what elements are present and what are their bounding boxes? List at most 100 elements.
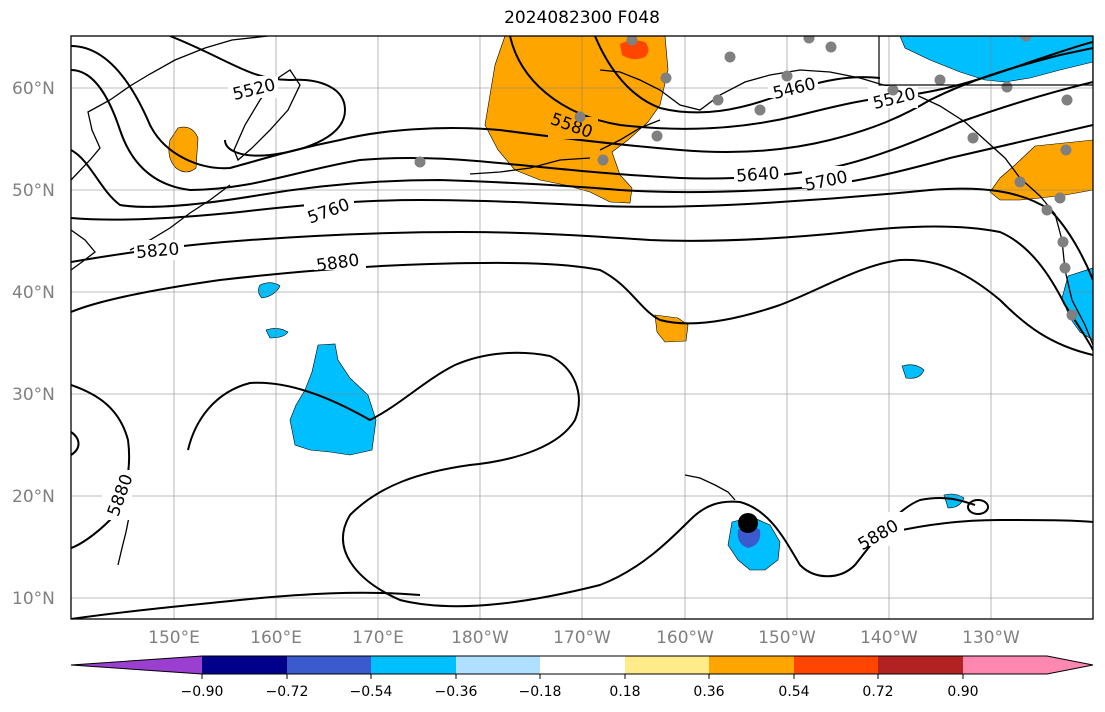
station-dot bbox=[754, 104, 766, 116]
station-dot bbox=[626, 36, 638, 46]
colorbar-tick-label: −0.72 bbox=[266, 684, 309, 700]
coast-marianas bbox=[117, 511, 131, 566]
colorbar-segment bbox=[287, 656, 371, 674]
contour-5520-west bbox=[169, 36, 347, 157]
lon-label-150w: 150°W bbox=[758, 628, 816, 648]
coast-asia bbox=[71, 36, 269, 181]
cyan-anomaly-small-3 bbox=[901, 364, 925, 379]
station-dot bbox=[825, 41, 837, 53]
lat-label-20: 20°N bbox=[12, 487, 55, 507]
contour-5700 bbox=[71, 124, 1093, 208]
contour-small-loop bbox=[967, 499, 989, 515]
colorbar-tick-label: −0.90 bbox=[181, 684, 224, 700]
station-dot bbox=[1059, 262, 1071, 274]
map-layers: 5520 5460 5520 5580 5640 5700 5760 5820 … bbox=[71, 36, 1093, 619]
contour-5760 bbox=[71, 187, 1093, 281]
station-dot bbox=[1001, 81, 1013, 93]
station-dot bbox=[1057, 236, 1069, 248]
station-dot bbox=[574, 111, 586, 123]
station-dot bbox=[414, 156, 426, 168]
contour-label-5820: 5820 bbox=[135, 239, 180, 263]
station-dot bbox=[1041, 204, 1053, 216]
inset-box bbox=[878, 36, 1093, 86]
contour-5580 bbox=[71, 45, 1093, 170]
coast-alaska-pen bbox=[599, 119, 661, 151]
station-dot bbox=[1020, 36, 1032, 42]
colorbar-tick-label: −0.36 bbox=[435, 684, 478, 700]
contour-5640 bbox=[71, 69, 1093, 192]
colorbar-tick-label: 0.72 bbox=[862, 684, 893, 700]
colorbar-right-extension bbox=[1047, 656, 1093, 674]
cyan-anomaly-small-2 bbox=[265, 328, 289, 339]
station-dot bbox=[724, 51, 736, 63]
station-dot bbox=[1061, 94, 1073, 106]
station-dot bbox=[934, 74, 946, 86]
colorbar: −0.90 −0.72 −0.54 −0.36 −0.18 0.18 0.36 … bbox=[70, 655, 1094, 700]
coast-bc bbox=[879, 83, 1093, 346]
contour-west-edge bbox=[71, 431, 80, 456]
lon-label-160e: 160°E bbox=[250, 628, 302, 648]
station-dot bbox=[651, 130, 663, 142]
colorbar-segment bbox=[794, 656, 878, 674]
contour-5520-east bbox=[509, 36, 1093, 130]
colorbar-segment bbox=[963, 656, 1047, 674]
lon-label-180w: 180°W bbox=[451, 628, 509, 648]
lon-label-130w: 130°W bbox=[962, 628, 1020, 648]
lat-label-30: 30°N bbox=[12, 385, 55, 405]
colorbar-segment bbox=[371, 656, 456, 674]
contour-5880-south bbox=[71, 591, 421, 619]
lat-label-10: 10°N bbox=[12, 589, 55, 609]
colorbar-ticks bbox=[201, 674, 964, 679]
contour-5820 bbox=[71, 225, 1093, 351]
map-border bbox=[70, 35, 1094, 620]
lat-label-60: 60°N bbox=[12, 79, 55, 99]
contour-5460 bbox=[594, 36, 881, 114]
lon-label-170w: 170°W bbox=[553, 628, 611, 648]
colorbar-segment bbox=[202, 656, 287, 674]
contour-label-5640: 5640 bbox=[736, 164, 781, 187]
storm-center-marker bbox=[738, 513, 758, 533]
coast-aleutians bbox=[469, 157, 591, 175]
station-dot bbox=[660, 72, 672, 84]
station-dot bbox=[803, 36, 815, 44]
station-dot bbox=[1054, 192, 1066, 204]
lat-label-40: 40°N bbox=[12, 283, 55, 303]
station-dot bbox=[1066, 309, 1078, 321]
cyan-anomaly-midpacific bbox=[289, 343, 377, 456]
lon-label-140w: 140°W bbox=[860, 628, 918, 648]
station-dot bbox=[597, 154, 609, 166]
lon-label-170e: 170°E bbox=[352, 628, 404, 648]
lon-label-150e: 150°E bbox=[148, 628, 200, 648]
map-title: 2024082300 F048 bbox=[504, 8, 660, 28]
colorbar-left-extension bbox=[71, 656, 202, 674]
coast-japan bbox=[71, 229, 96, 271]
colorbar-tick-label: 0.54 bbox=[778, 684, 809, 700]
colorbar-tick-label: 0.36 bbox=[693, 684, 724, 700]
station-markers bbox=[414, 36, 1078, 321]
latitude-labels: 60°N 50°N 40°N 30°N 20°N 10°N bbox=[12, 79, 55, 609]
colorbar-tick-label: −0.54 bbox=[350, 684, 393, 700]
longitude-labels: 150°E 160°E 170°E 180°W 170°W 160°W 150°… bbox=[148, 628, 1020, 648]
colorbar-tick-label: −0.18 bbox=[519, 684, 562, 700]
station-dot bbox=[712, 94, 724, 106]
colorbar-segment bbox=[540, 656, 625, 674]
colorbar-segment bbox=[456, 656, 540, 674]
height-contours bbox=[71, 36, 1093, 619]
station-dot bbox=[967, 132, 979, 144]
red-anomaly-alaska bbox=[620, 40, 649, 60]
station-dot bbox=[1060, 144, 1072, 156]
contour-5880-central bbox=[187, 351, 976, 608]
colorbar-tick-label: 0.90 bbox=[947, 684, 978, 700]
colorbar-segment bbox=[878, 656, 963, 674]
station-dot bbox=[781, 70, 793, 82]
station-dot bbox=[887, 84, 899, 96]
station-dot bbox=[1014, 176, 1026, 188]
colorbar-segment bbox=[625, 656, 709, 674]
lon-label-160w: 160°W bbox=[656, 628, 714, 648]
contour-5880-east-end bbox=[879, 518, 1093, 536]
contour-5880-north bbox=[71, 258, 1093, 356]
coast-hawaii bbox=[684, 474, 736, 501]
colorbar-tick-label: 0.18 bbox=[609, 684, 640, 700]
lat-label-50: 50°N bbox=[12, 181, 55, 201]
